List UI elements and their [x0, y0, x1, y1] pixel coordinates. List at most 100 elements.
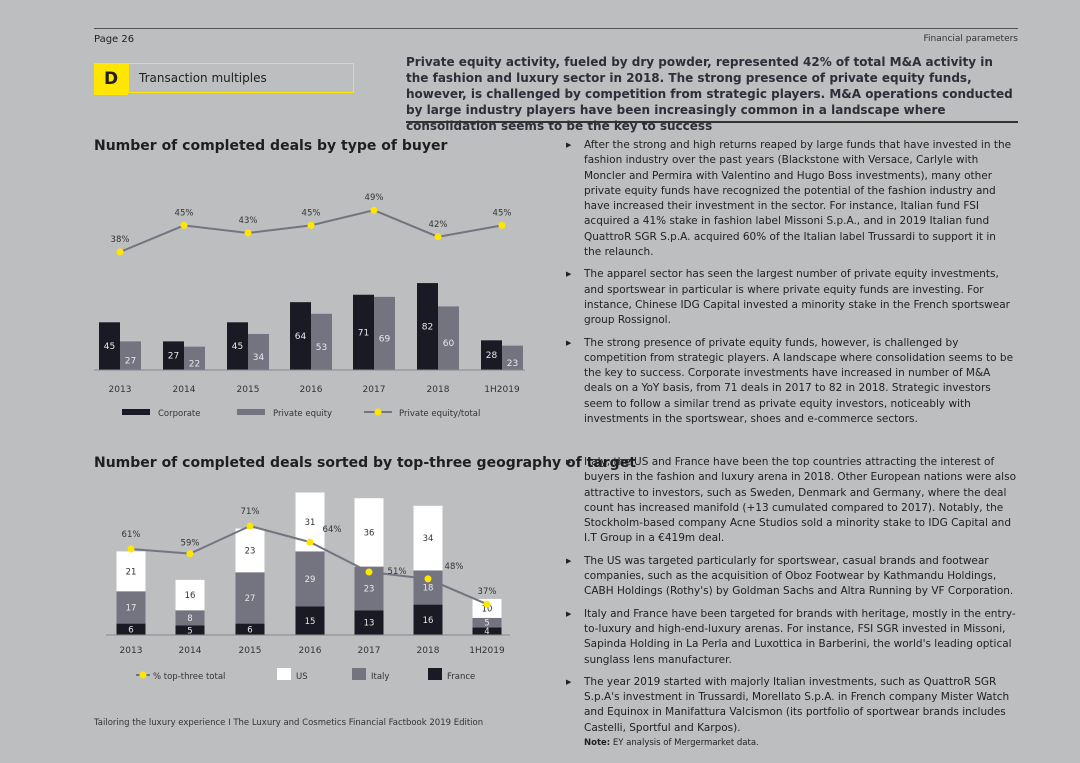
bar-label-private-equity: 60: [443, 339, 455, 349]
bar-label-corporate: 28: [486, 351, 498, 361]
line-point: [483, 600, 491, 608]
bar-france: [116, 623, 146, 635]
bar-label-corporate: 82: [422, 323, 433, 333]
note-label: Note:: [584, 738, 611, 748]
bar-us: [175, 579, 205, 611]
line-label: 45%: [175, 208, 194, 218]
x-tick-label: 2015: [239, 646, 262, 656]
bar-label-corporate: 71: [358, 328, 369, 338]
bar-label-france: 6: [247, 625, 252, 635]
bar-us: [354, 498, 384, 567]
paragraph: Italy and France have been targeted for …: [566, 607, 1016, 668]
bar-label-us: 23: [245, 546, 256, 556]
x-tick-label: 2014: [179, 646, 202, 656]
bar-italy: [235, 572, 265, 624]
bar-france: [413, 604, 443, 635]
bar-france: [295, 606, 325, 635]
line-label: 61%: [122, 530, 141, 540]
bar-corporate: [481, 340, 502, 370]
lead-rule: [406, 121, 1018, 123]
x-tick-label: 2013: [109, 385, 132, 395]
bar-us: [116, 551, 146, 592]
x-tick-label: 2014: [173, 385, 196, 395]
line-point: [180, 221, 188, 229]
lead-paragraph: Private equity activity, fueled by dry p…: [406, 55, 1013, 133]
legend-label-line: % top-three total: [153, 672, 225, 682]
bar-label-corporate: 45: [104, 342, 115, 352]
bar-france: [235, 623, 265, 635]
line-label: 49%: [365, 193, 384, 203]
bar-france: [472, 627, 502, 635]
note-text: EY analysis of Mergermarket data.: [610, 738, 759, 748]
legend-label-italy: Italy: [371, 672, 389, 682]
x-tick-label: 2017: [358, 646, 381, 656]
x-tick-label: 2018: [417, 646, 440, 656]
bar-us: [472, 598, 502, 618]
legend-swatch-corporate: [122, 409, 150, 415]
bar-corporate: [417, 283, 438, 370]
x-tick-label: 2016: [299, 646, 322, 656]
note: Note: EY analysis of Mergermarket data.: [584, 738, 759, 748]
bar-label-private-equity: 69: [379, 334, 391, 344]
bar-private-equity: [120, 341, 141, 370]
bar-private-equity: [438, 306, 459, 370]
bar-label-private-equity: 53: [316, 343, 327, 353]
bar-corporate: [99, 322, 120, 370]
legend-label-corporate: Corporate: [158, 409, 201, 419]
line-label: 59%: [181, 539, 200, 549]
line-label: 42%: [429, 220, 448, 230]
legend-swatch-line: [139, 671, 147, 679]
bar-corporate: [227, 322, 248, 370]
footer: Tailoring the luxury experience I The Lu…: [94, 718, 484, 728]
chart2-title: Number of completed deals sorted by top-…: [94, 455, 636, 471]
bar-private-equity: [502, 345, 523, 370]
bar-label-france: 6: [128, 625, 133, 635]
bar-label-us: 10: [482, 604, 493, 614]
bar-italy: [116, 591, 146, 624]
top-rule: [94, 28, 1018, 29]
bar-label-private-equity: 27: [125, 357, 136, 367]
bar-italy: [175, 610, 205, 626]
bar-private-equity: [248, 333, 269, 370]
x-tick-label: 2017: [363, 385, 386, 395]
bar-france: [354, 610, 384, 635]
line-point: [434, 233, 442, 241]
section-header: Financial parameters: [923, 34, 1018, 44]
bar-label-private-equity: 34: [253, 353, 265, 363]
page-number: Page 26: [94, 34, 135, 45]
line-label: 71%: [241, 507, 260, 517]
line-point: [307, 221, 315, 229]
bar-label-italy: 8: [187, 614, 192, 624]
bar-italy: [472, 617, 502, 628]
paragraph: The year 2019 started with majorly Itali…: [566, 675, 1016, 736]
line-point: [116, 248, 124, 256]
legend-swatch-private-equity: [237, 409, 265, 415]
x-tick-label: 2018: [427, 385, 450, 395]
bar-corporate: [353, 294, 374, 370]
paragraph: After the strong and high returns reaped…: [566, 138, 1016, 260]
chart1: 45 27 2013 27 22 2014 45 34 2015 64 53 2016 71 69 2017…: [94, 193, 525, 419]
bar-private-equity: [184, 346, 205, 370]
bar-label-corporate: 45: [232, 342, 243, 352]
line-point: [424, 575, 432, 583]
line-point: [186, 550, 194, 558]
bar-label-france: 4: [484, 627, 489, 637]
chart2: 6 17 21 2013 5 8 16 2014 6 27 23 2015 15 29 31 2016 13 23…: [106, 492, 510, 682]
line-point: [306, 538, 314, 546]
bar-france: [175, 625, 205, 635]
legend-swatch-us: [277, 668, 291, 680]
line-point: [498, 221, 506, 229]
legend-swatch-france: [428, 668, 442, 680]
section-letter: D: [94, 63, 128, 95]
x-tick-label: 2013: [120, 646, 143, 656]
line-label: 64%: [323, 525, 342, 535]
line-label: 43%: [239, 216, 258, 226]
bar-label-italy: 27: [245, 594, 256, 604]
legend-label-private-equity: Private equity: [273, 409, 332, 419]
paragraph: The US was targeted particularly for spo…: [566, 554, 1016, 600]
paragraph: The apparel sector has seen the largest …: [566, 267, 1016, 328]
bar-label-france: 15: [305, 617, 316, 627]
bar-label-italy: 17: [126, 603, 137, 613]
line-label: 37%: [478, 587, 497, 597]
line-point: [370, 206, 378, 214]
